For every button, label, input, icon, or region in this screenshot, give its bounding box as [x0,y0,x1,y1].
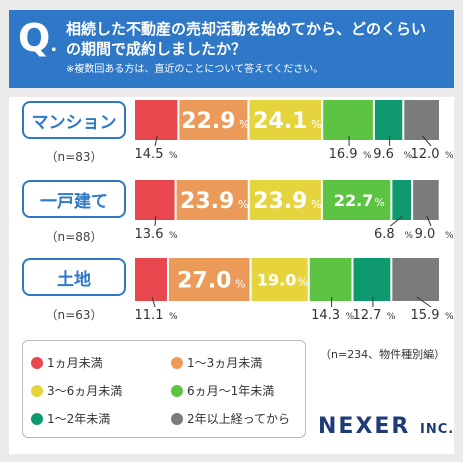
bar-segment [392,180,412,220]
bar-value-label: 12.7 [352,308,381,323]
bar-value-unit: % [387,312,396,322]
bar-value-label: 6.8 [374,227,395,242]
category-box-land: 土地 [22,258,126,296]
bar-segment [309,258,352,301]
bar-value-label: 9.0 [415,227,436,242]
bar-value-label: 23.9 [180,189,234,214]
bar-value-label: 15.9 [411,308,440,323]
legend-item-over-2-years: 2年以上経ってから [171,410,290,427]
question-note: ※複数回ある方は、直近のことについて答えてください。 [66,64,324,75]
bar-value-unit: % [169,231,178,241]
bar-value-label: 23.9 [253,189,307,214]
label-leader-line [151,296,156,308]
category-count-land: （n=63） [45,308,103,322]
bar-value-label: 14.3 [311,308,340,323]
total-sample-note: （n=234、物件種別編） [320,348,446,361]
question-line-1: 相続した不動産の売却活動を始めてから、どのくらい [66,20,427,38]
bar-value-label: 12.0 [411,147,440,162]
bar-value-unit: % [363,151,372,161]
category-count-house: （n=88） [45,230,103,244]
bar-segment [135,180,175,220]
bar-segment [249,100,322,140]
legend-swatch [31,412,43,425]
bar-segment [323,100,373,140]
bar-segment [168,258,250,301]
bar-value-label: 27.0 [177,269,231,294]
legend-item-under-1-month: 1ヵ月未満 [31,354,103,371]
bar-value-unit: % [404,231,413,241]
bar-value-label: 22.9 [181,109,235,134]
legend-swatch [171,412,183,425]
bar-value-unit: % [169,151,178,161]
bar-value-unit: % [445,231,454,241]
bar-segment [392,258,439,301]
legend-swatch [31,384,43,397]
bar-value-unit: % [235,278,245,291]
label-leader-line [390,215,404,227]
bar-segment [249,180,321,220]
bar-segment [135,100,178,140]
bar-segment [179,100,248,140]
nexer-logo: NEXER INC. [318,414,455,439]
bar-segment [413,180,439,220]
category-count-mansion: （n=83） [45,150,103,164]
q-mark: Q. [18,16,58,60]
bar-segment [135,258,167,301]
bar-value-unit: % [374,196,384,209]
legend-swatch [171,384,183,397]
bar-value-unit: % [404,151,413,161]
question-header [9,10,454,88]
bar-segment [176,180,248,220]
bar-value-label: 9.6 [373,147,394,162]
bar-value-unit: % [297,276,307,289]
bar-value-label: 22.7 [334,191,373,210]
bar-value-label: 11.1 [135,308,164,323]
bar-value-label: 14.5 [135,147,164,162]
bar-value-unit: % [239,118,249,131]
label-leader-line [422,135,432,147]
label-leader-line [154,135,158,147]
category-box-house: 一戸建て [22,180,126,218]
bar-value-label: 16.9 [329,147,358,162]
legend-swatch [171,356,183,369]
bar-value-unit: % [311,118,321,131]
label-leader-line [416,296,432,308]
legend-item-1-3-months: 1〜3ヵ月未満 [171,354,262,371]
legend-item-6-months-1-year: 6ヵ月〜1年未満 [171,382,274,399]
bar-segment [322,180,391,220]
bar-value-unit: % [346,312,355,322]
bar-value-unit: % [238,198,248,211]
question-line-2: の期間で成約しましたか？ [66,40,247,58]
bar-segment [251,258,308,301]
bar-segment [353,258,391,301]
bar-segment [404,100,439,140]
legend: 1ヵ月未満 1〜3ヵ月未満 3〜6ヵ月未満 6ヵ月〜1年未満 1〜2年未満 2年… [22,340,306,438]
bar-value-unit: % [445,151,454,161]
bar-value-unit: % [445,312,454,322]
bar-segment [374,100,403,140]
bar-value-unit: % [311,198,321,211]
bar-value-unit: % [169,312,178,322]
legend-item-1-2-years: 1〜2年未満 [31,410,110,427]
bar-value-label: 19.0 [257,271,296,290]
legend-item-3-6-months: 3〜6ヵ月未満 [31,382,122,399]
bar-value-label: 24.1 [253,109,307,134]
legend-swatch [31,356,43,369]
category-box-mansion: マンション [22,101,126,139]
label-leader-line [154,215,157,227]
bar-value-label: 13.6 [135,227,164,242]
label-leader-line [426,215,432,227]
